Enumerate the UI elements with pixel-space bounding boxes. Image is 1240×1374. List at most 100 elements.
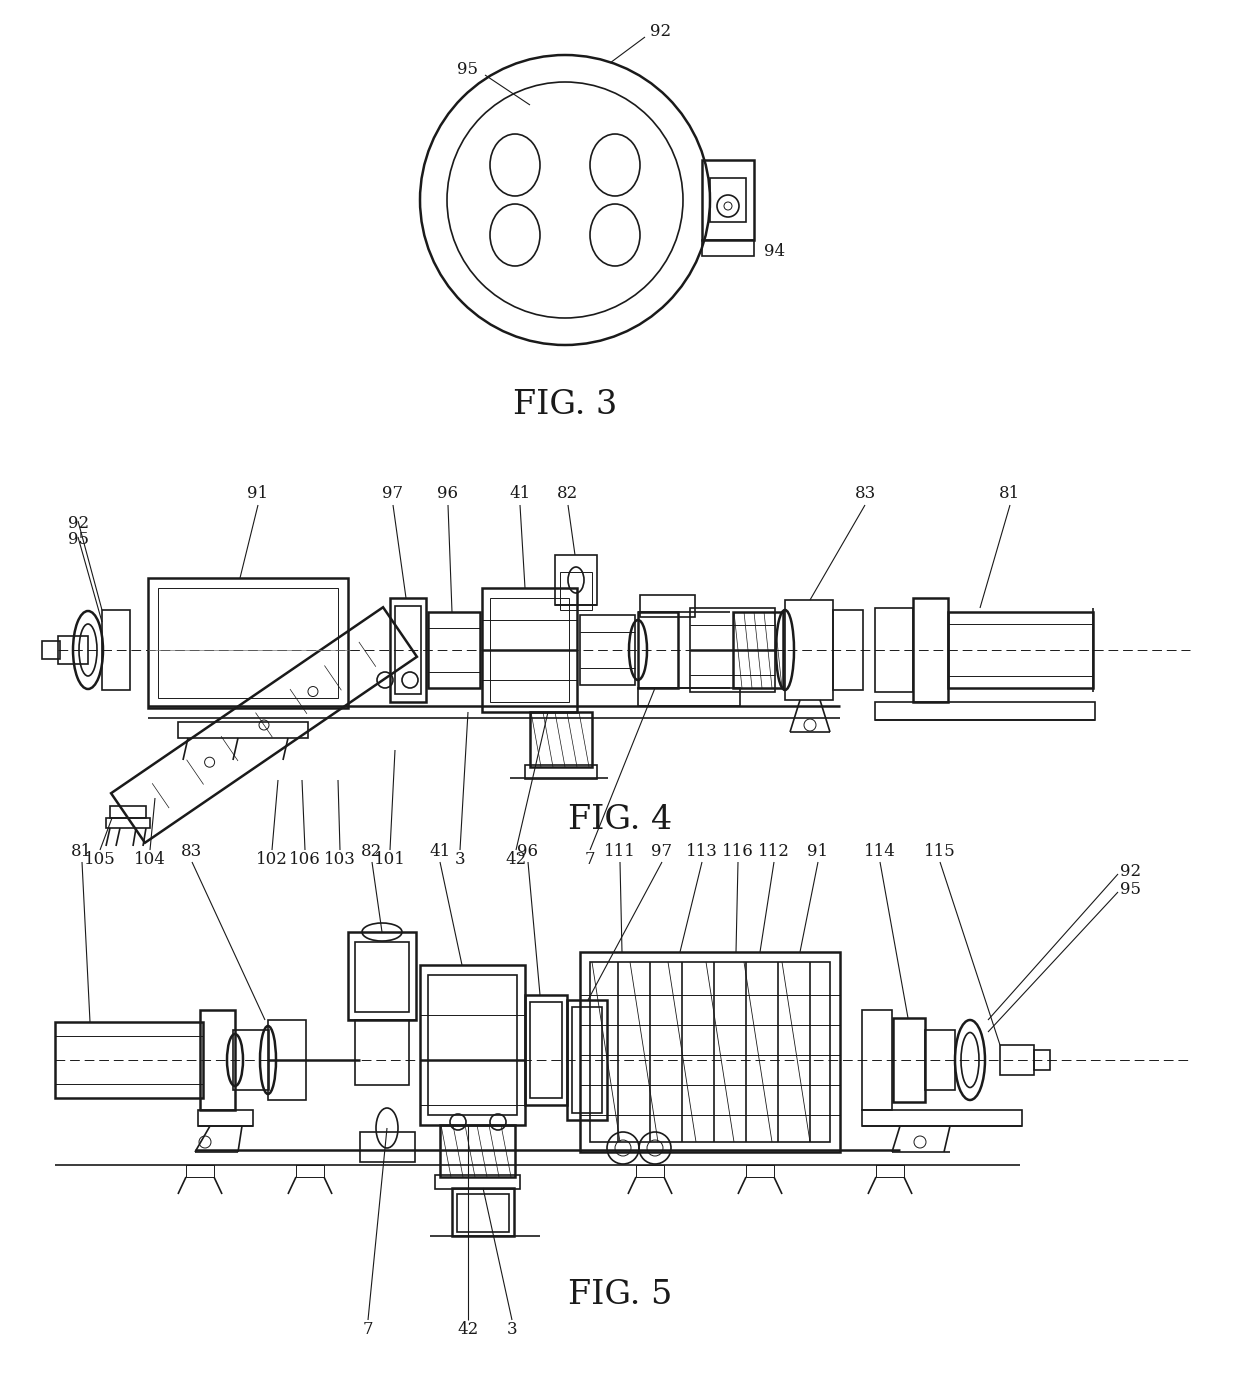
- Bar: [268, 1020, 306, 1101]
- Bar: [55, 1022, 203, 1098]
- Bar: [525, 765, 596, 779]
- Bar: [458, 1194, 508, 1232]
- Bar: [639, 688, 740, 706]
- Bar: [556, 555, 596, 605]
- Text: 83: 83: [181, 844, 202, 860]
- Text: 42: 42: [458, 1322, 479, 1338]
- Bar: [525, 995, 567, 1105]
- Bar: [862, 1110, 1022, 1127]
- Bar: [198, 1110, 253, 1127]
- Text: 94: 94: [764, 243, 785, 261]
- Text: 114: 114: [864, 844, 897, 860]
- Bar: [391, 598, 427, 702]
- Text: 3: 3: [455, 852, 465, 868]
- Bar: [296, 1165, 324, 1178]
- Text: 97: 97: [651, 844, 672, 860]
- Bar: [639, 611, 678, 688]
- Bar: [875, 1165, 904, 1178]
- Text: 101: 101: [374, 852, 405, 868]
- Bar: [893, 1018, 925, 1102]
- Text: 115: 115: [924, 844, 956, 860]
- Text: 82: 82: [361, 844, 383, 860]
- Text: 91: 91: [807, 844, 828, 860]
- Bar: [428, 611, 480, 688]
- Text: 92: 92: [68, 514, 89, 532]
- Text: 82: 82: [557, 485, 579, 502]
- Text: 91: 91: [248, 485, 269, 502]
- Text: 112: 112: [758, 844, 790, 860]
- Text: 103: 103: [324, 852, 356, 868]
- Text: 3: 3: [507, 1322, 517, 1338]
- Bar: [440, 1125, 515, 1178]
- Text: 106: 106: [289, 852, 321, 868]
- Bar: [396, 606, 422, 694]
- Bar: [925, 1030, 955, 1090]
- Bar: [102, 610, 130, 690]
- Bar: [428, 976, 517, 1114]
- Bar: [105, 818, 150, 829]
- Text: FIG. 5: FIG. 5: [568, 1279, 672, 1311]
- Bar: [42, 642, 60, 660]
- Text: 7: 7: [362, 1322, 373, 1338]
- Text: 41: 41: [429, 844, 450, 860]
- Bar: [567, 1000, 608, 1120]
- Bar: [580, 952, 839, 1151]
- Bar: [58, 636, 88, 664]
- Bar: [560, 572, 591, 610]
- Bar: [862, 1010, 892, 1110]
- Bar: [355, 1020, 409, 1085]
- Text: 42: 42: [506, 852, 527, 868]
- Bar: [529, 712, 591, 767]
- Bar: [733, 611, 782, 688]
- Text: 97: 97: [382, 485, 403, 502]
- Bar: [875, 609, 913, 692]
- Text: FIG. 3: FIG. 3: [513, 389, 618, 420]
- Text: 116: 116: [722, 844, 754, 860]
- Bar: [157, 588, 339, 698]
- Bar: [913, 598, 949, 702]
- Text: 111: 111: [604, 844, 636, 860]
- Text: 96: 96: [517, 844, 538, 860]
- Bar: [590, 962, 830, 1142]
- Bar: [200, 1010, 236, 1110]
- Bar: [186, 1165, 215, 1178]
- Bar: [833, 610, 863, 690]
- Text: 81: 81: [72, 844, 93, 860]
- Text: 95: 95: [456, 60, 477, 77]
- Bar: [490, 598, 569, 702]
- Bar: [1034, 1050, 1050, 1070]
- Bar: [875, 702, 1095, 720]
- Bar: [453, 1189, 515, 1237]
- Bar: [702, 159, 754, 240]
- Bar: [148, 578, 348, 708]
- Text: 81: 81: [999, 485, 1021, 502]
- Text: 7: 7: [585, 852, 595, 868]
- Bar: [179, 721, 308, 738]
- Text: 92: 92: [651, 22, 672, 40]
- Text: 41: 41: [510, 485, 531, 502]
- Text: 83: 83: [854, 485, 875, 502]
- Text: 102: 102: [257, 852, 288, 868]
- Bar: [785, 600, 833, 699]
- Text: 95: 95: [68, 530, 89, 547]
- Text: 96: 96: [438, 485, 459, 502]
- Bar: [420, 965, 525, 1125]
- Text: 95: 95: [1120, 882, 1141, 899]
- Bar: [348, 932, 415, 1020]
- Bar: [435, 1175, 520, 1189]
- Bar: [640, 595, 694, 617]
- Bar: [689, 609, 775, 692]
- Bar: [572, 1007, 601, 1113]
- Bar: [529, 1002, 562, 1098]
- Bar: [355, 943, 409, 1013]
- Bar: [580, 616, 635, 686]
- Bar: [233, 1030, 269, 1090]
- Bar: [746, 1165, 774, 1178]
- Text: 92: 92: [1120, 863, 1141, 881]
- Text: 104: 104: [134, 852, 166, 868]
- Bar: [636, 1165, 663, 1178]
- Text: FIG. 4: FIG. 4: [568, 804, 672, 835]
- Text: 113: 113: [686, 844, 718, 860]
- Bar: [702, 240, 754, 256]
- Bar: [949, 611, 1092, 688]
